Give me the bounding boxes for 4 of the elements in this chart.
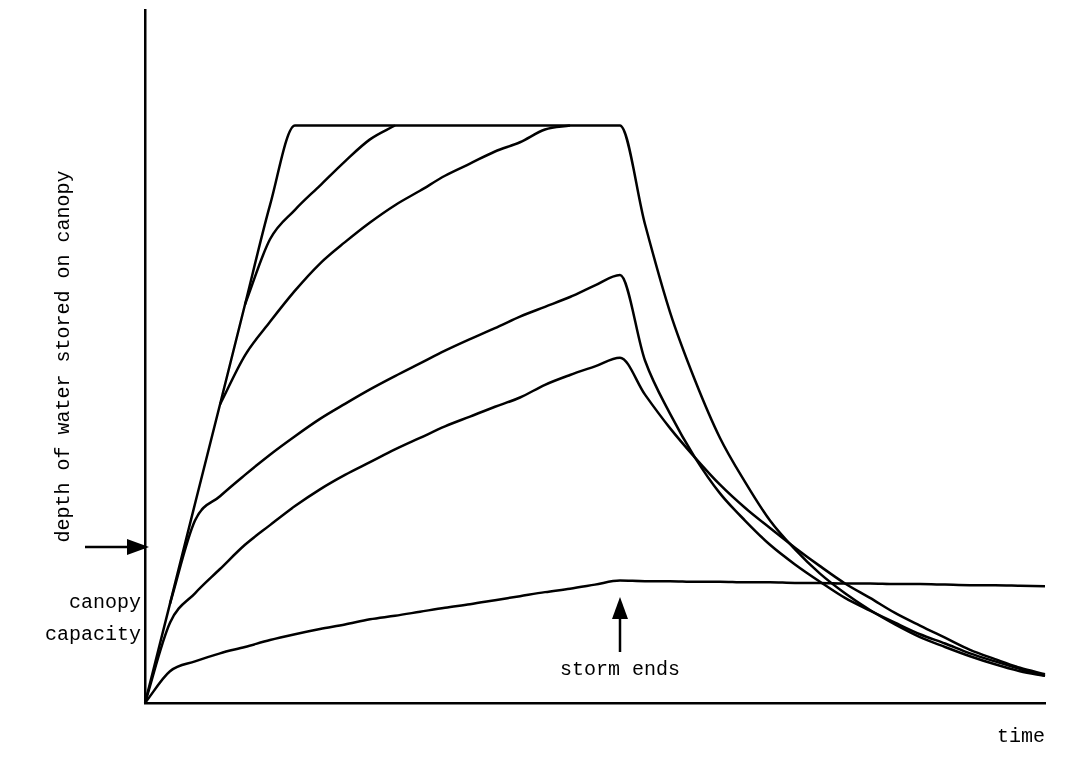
text: canopy capacity: [44, 590, 141, 648]
annotation: storm ends: [559, 658, 681, 682]
y-axis-title: depth of water stored on canopy: [52, 170, 76, 543]
x-axis-title: time: [996, 725, 1045, 749]
